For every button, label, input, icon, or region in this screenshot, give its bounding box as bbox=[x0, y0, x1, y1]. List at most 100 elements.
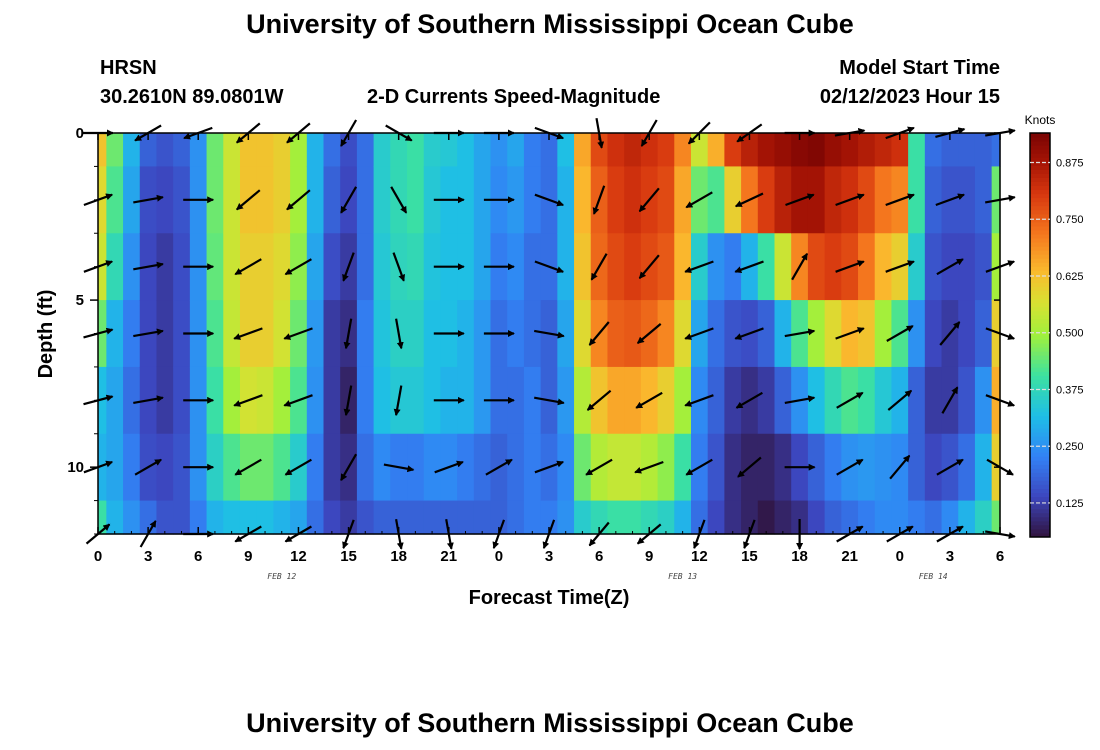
current-vector-arrow bbox=[835, 260, 865, 273]
heatmap-cell bbox=[306, 133, 325, 168]
heatmap-cell bbox=[490, 133, 508, 168]
current-vector-arrow bbox=[236, 189, 261, 211]
heatmap-cell bbox=[557, 300, 575, 368]
heatmap-cell bbox=[239, 500, 258, 535]
currents-chart: 0 3 6 9 12 15 18 21 0 3 6 9 12 15 18 21 0 3 6 FEB 12 FEB 13 F… bbox=[35, 113, 1084, 609]
heatmap-cell bbox=[607, 166, 625, 234]
colorbar-segment bbox=[1030, 262, 1050, 267]
heatmap-cell bbox=[590, 500, 609, 535]
date-label: FEB 14 bbox=[919, 572, 948, 581]
heatmap-cell bbox=[807, 300, 826, 368]
heatmap-cell bbox=[824, 500, 842, 535]
heatmap-cell bbox=[457, 300, 475, 368]
colorbar-segment bbox=[1030, 225, 1050, 231]
heatmap-cell bbox=[473, 500, 492, 535]
current-vector-arrow bbox=[784, 395, 816, 404]
current-vector-arrow bbox=[737, 456, 762, 478]
colorbar-segment bbox=[1030, 452, 1050, 457]
x-tick-label: 0 bbox=[94, 548, 102, 565]
heatmap-cell bbox=[356, 166, 375, 234]
heatmap-cell bbox=[223, 300, 241, 368]
heatmap-cell bbox=[858, 133, 876, 168]
current-vector-arrow bbox=[534, 329, 565, 339]
current-vector-arrow bbox=[284, 458, 312, 476]
heatmap-cell bbox=[674, 500, 692, 535]
colorbar-segment bbox=[1030, 205, 1050, 211]
heatmap-cell bbox=[323, 433, 341, 502]
colorbar-segment bbox=[1030, 286, 1050, 292]
colorbar-segment bbox=[1030, 302, 1050, 308]
heatmap-cell bbox=[791, 133, 809, 168]
heatmap-cell bbox=[924, 433, 943, 502]
heatmap-cell bbox=[273, 233, 291, 301]
heatmap-cell bbox=[306, 233, 325, 301]
heatmap-cell bbox=[407, 133, 425, 168]
x-tick-label: 15 bbox=[741, 548, 758, 565]
colorbar-segment bbox=[1030, 266, 1050, 271]
current-vector-arrow bbox=[885, 193, 915, 207]
heatmap-cell bbox=[774, 366, 792, 435]
colorbar-segment bbox=[1030, 484, 1050, 490]
colorbar-segment bbox=[1030, 399, 1050, 405]
y-axis: 0 5 10 bbox=[67, 125, 1000, 535]
heatmap-cell bbox=[98, 433, 107, 502]
heatmap-cell bbox=[724, 366, 742, 435]
heatmap-cell bbox=[557, 433, 575, 502]
heatmap-cell bbox=[924, 133, 943, 168]
heatmap-cell bbox=[858, 500, 876, 535]
heatmap-cell bbox=[223, 366, 241, 435]
colorbar-segment bbox=[1030, 335, 1050, 340]
current-vector-arrow bbox=[685, 458, 713, 476]
colorbar-segment bbox=[1030, 246, 1050, 251]
heatmap-cell bbox=[156, 133, 174, 168]
colorbar-segment bbox=[1030, 528, 1050, 534]
colorbar-segment bbox=[1030, 133, 1050, 138]
colorbar-segment bbox=[1030, 395, 1050, 401]
heatmap-cell bbox=[574, 500, 592, 535]
model-start-value: 02/12/2023 Hour 15 bbox=[819, 86, 1000, 108]
heatmap-cell bbox=[640, 500, 659, 535]
current-vector-arrow bbox=[233, 394, 263, 407]
heatmap-cell bbox=[574, 433, 592, 502]
current-vector-arrow bbox=[234, 258, 262, 276]
colorbar-segment bbox=[1030, 476, 1050, 481]
current-vector-arrow bbox=[887, 389, 913, 411]
heatmap-cell bbox=[98, 166, 107, 234]
heatmap-cell bbox=[824, 233, 842, 301]
heatmap-cell bbox=[457, 166, 475, 234]
heatmap-cell bbox=[908, 133, 926, 168]
heatmap-cell bbox=[523, 166, 542, 234]
heatmap-cell bbox=[574, 166, 592, 234]
heatmap-cell bbox=[189, 133, 208, 168]
heatmap-cell bbox=[123, 133, 141, 168]
heatmap-cell bbox=[323, 500, 341, 535]
heatmap-cell bbox=[423, 233, 442, 301]
heatmap-cell bbox=[807, 133, 826, 168]
heatmap-cell bbox=[306, 366, 325, 435]
current-vector-arrow bbox=[133, 261, 164, 271]
heatmap-cell bbox=[423, 166, 442, 234]
heatmap-cell bbox=[774, 233, 792, 301]
current-vector-arrow bbox=[233, 327, 263, 340]
heatmap-cell bbox=[356, 300, 375, 368]
heatmap-cell bbox=[707, 300, 725, 368]
heatmap-cell bbox=[223, 133, 241, 168]
heatmap-cell bbox=[407, 366, 425, 435]
colorbar-segment bbox=[1030, 423, 1050, 429]
heatmap-cell bbox=[707, 133, 725, 168]
current-vector-arrow bbox=[638, 187, 660, 213]
heatmap-cell bbox=[724, 233, 742, 301]
heatmap-cell bbox=[98, 300, 107, 368]
current-vector-arrow bbox=[283, 394, 313, 407]
heatmap-cell bbox=[457, 233, 475, 301]
heatmap-cell bbox=[490, 500, 508, 535]
current-vector-arrow bbox=[886, 325, 914, 342]
colorbar-segment bbox=[1030, 379, 1050, 384]
heatmap-cell bbox=[206, 366, 224, 435]
current-vector-arrow bbox=[836, 391, 864, 409]
heatmap-cell bbox=[156, 500, 174, 535]
colorbar-tick-label: 0.500 bbox=[1056, 328, 1084, 340]
heatmap-cell bbox=[356, 133, 375, 168]
colorbar-segment bbox=[1030, 367, 1050, 372]
current-vector-arrow bbox=[343, 318, 353, 350]
